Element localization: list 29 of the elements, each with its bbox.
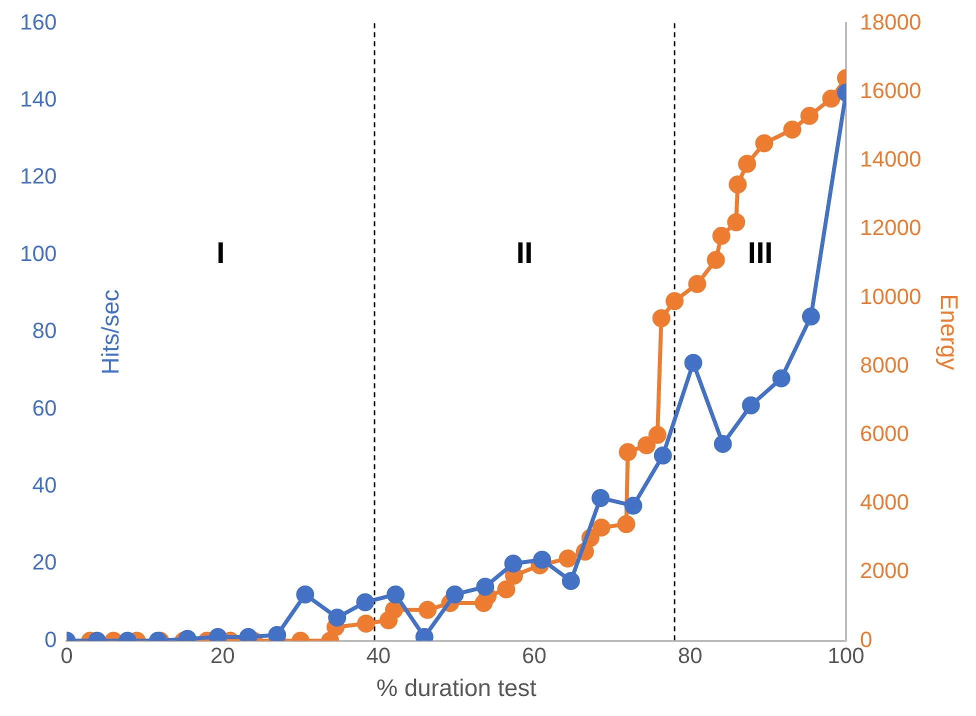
- y-tick-label: 0: [44, 626, 57, 652]
- y2-tick-label: 18000: [860, 9, 922, 34]
- x-axis-title: % duration test: [376, 675, 537, 702]
- y2-tick-label: 6000: [860, 420, 909, 446]
- y-tick-label: 160: [20, 9, 57, 34]
- y-tick-label: 40: [32, 472, 57, 498]
- y-axis-title: Hits/sec: [97, 289, 124, 375]
- y-tick-label: 100: [20, 240, 57, 266]
- y-tick-label: 60: [32, 395, 57, 420]
- y2-tick-label: 12000: [860, 215, 922, 240]
- y2-tick-label: 4000: [860, 490, 909, 515]
- x-tick-label: 40: [366, 643, 391, 668]
- x-tick-label: 0: [60, 643, 73, 668]
- x-tick-label: 80: [678, 643, 702, 668]
- y-tick-label: 20: [32, 550, 57, 575]
- annotation: III: [748, 237, 773, 270]
- annotation: II: [516, 237, 533, 270]
- annotation: I: [216, 237, 225, 270]
- x-tick-label: 20: [210, 643, 235, 668]
- x-tick-label: 60: [522, 643, 547, 668]
- y2-tick-label: 2000: [860, 558, 909, 584]
- y2-axis-title: Energy: [934, 294, 962, 370]
- y2-tick-label: 14000: [860, 146, 922, 172]
- y-tick-label: 80: [32, 318, 57, 344]
- y2-tick-label: 8000: [860, 352, 909, 378]
- y2-tick-label: 16000: [860, 78, 922, 103]
- y2-tick-label: 10000: [860, 284, 922, 309]
- y-tick-label: 120: [20, 164, 57, 189]
- y-tick-label: 140: [20, 86, 57, 112]
